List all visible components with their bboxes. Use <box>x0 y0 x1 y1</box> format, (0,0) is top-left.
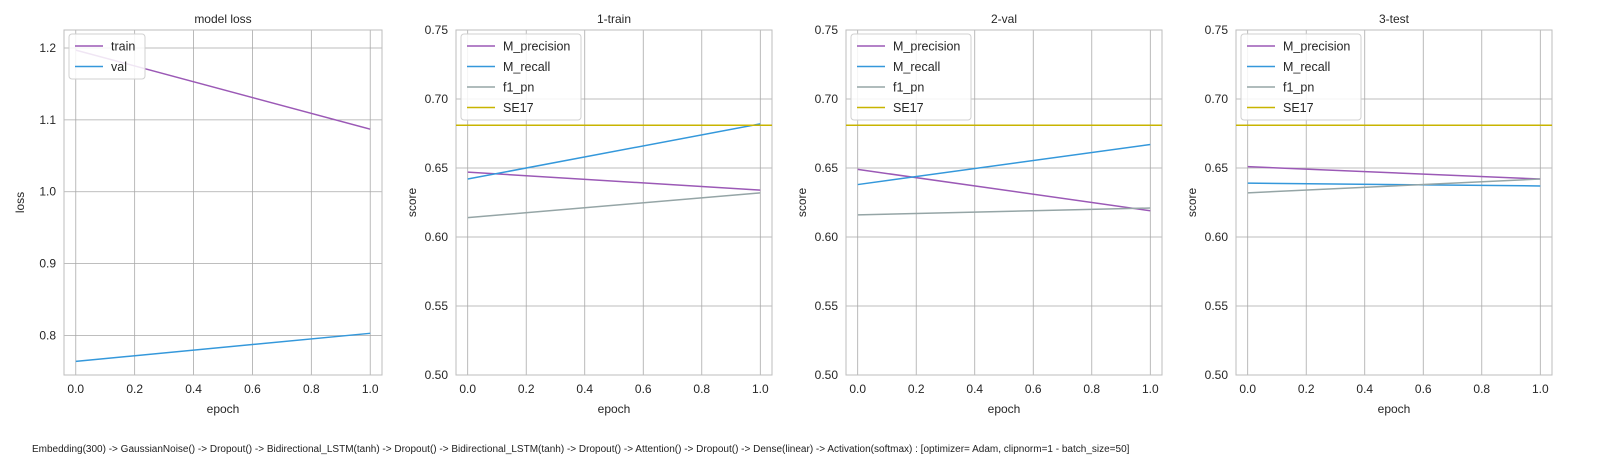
y-tick-label: 0.70 <box>425 92 449 106</box>
x-axis-label: epoch <box>598 402 631 416</box>
x-tick-label: 1.0 <box>1532 382 1549 396</box>
x-axis-label: epoch <box>1378 402 1411 416</box>
legend-entry: SE17 <box>893 101 924 115</box>
series-line-f1-pn <box>857 207 1151 216</box>
x-tick-label: 0.4 <box>576 382 593 396</box>
y-tick-label: 0.60 <box>1205 230 1229 244</box>
chart-title: 2-val <box>991 12 1017 26</box>
plot-frame <box>845 29 1163 376</box>
x-axis-label: epoch <box>988 402 1021 416</box>
x-tick-label: 0.0 <box>1239 382 1256 396</box>
legend-entry: M_precision <box>1283 40 1350 54</box>
series-line-m-precision <box>1247 165 1541 180</box>
series-line-f1-pn <box>467 192 761 219</box>
chart-panel-2: 0.0 0.2 0.4 0.6 0.8 1.0 0.50 0.55 0.60 0.65 0.70 0.… <box>405 12 773 416</box>
y-tick-label: 0.65 <box>815 161 839 175</box>
y-tick-label: 0.9 <box>39 257 56 271</box>
legend <box>850 33 972 121</box>
y-tick-label: 0.50 <box>815 368 839 382</box>
chart-title: 1-train <box>597 12 631 26</box>
legend-entry: f1_pn <box>1283 81 1314 95</box>
chart-panel-4: 0.0 0.2 0.4 0.6 0.8 1.0 0.50 0.55 0.60 0.65 0.70 0.… <box>1185 12 1553 416</box>
legend-entry: SE17 <box>1283 101 1314 115</box>
series-line-m-precision <box>467 171 761 191</box>
legend <box>460 33 582 121</box>
x-tick-label: 0.0 <box>67 382 84 396</box>
x-tick-label: 0.0 <box>459 382 476 396</box>
y-tick-label: 0.60 <box>425 230 449 244</box>
x-tick-label: 1.0 <box>362 382 379 396</box>
x-tick-label: 1.0 <box>1142 382 1159 396</box>
x-tick-label: 0.6 <box>635 382 652 396</box>
y-tick-label: 0.55 <box>815 299 839 313</box>
series-line-m-recall <box>467 123 761 180</box>
legend-entry: M_precision <box>503 40 570 54</box>
plot-frame <box>63 29 383 376</box>
series-line-m-recall <box>857 143 1151 186</box>
legend-entry: M_precision <box>893 40 960 54</box>
plot-frame <box>455 29 773 376</box>
y-axis-label: score <box>1185 188 1199 218</box>
y-tick-label: 1.0 <box>39 185 56 199</box>
chart-title: 3-test <box>1379 12 1410 26</box>
y-tick-label: 1.2 <box>39 41 56 55</box>
x-tick-label: 0.6 <box>1025 382 1042 396</box>
x-tick-label: 0.8 <box>693 382 710 396</box>
y-tick-label: 0.8 <box>39 328 56 342</box>
plot-frame <box>1235 29 1553 376</box>
x-tick-label: 0.8 <box>303 382 320 396</box>
legend-entry: train <box>111 40 135 54</box>
y-tick-label: 0.70 <box>815 92 839 106</box>
y-tick-label: 0.50 <box>1205 368 1229 382</box>
y-tick-label: 0.55 <box>1205 299 1229 313</box>
legend-entry: f1_pn <box>503 81 534 95</box>
y-tick-label: 0.75 <box>1205 23 1229 37</box>
x-tick-label: 0.0 <box>849 382 866 396</box>
x-tick-label: 0.2 <box>1298 382 1315 396</box>
y-tick-label: 0.65 <box>1205 161 1229 175</box>
chart-panel-1: 0.0 0.2 0.4 0.6 0.8 1.0 0.8 0.9 1.0 1.1 1.2 model l… <box>13 12 383 416</box>
legend <box>1240 33 1362 121</box>
legend-entry: val <box>111 60 127 74</box>
figure-caption: Embedding(300) -> GaussianNoise() -> Dro… <box>32 444 1130 455</box>
x-tick-label: 0.2 <box>518 382 535 396</box>
y-tick-label: 0.60 <box>815 230 839 244</box>
y-tick-label: 0.75 <box>425 23 449 37</box>
x-tick-label: 0.4 <box>966 382 983 396</box>
x-tick-label: 0.8 <box>1083 382 1100 396</box>
y-tick-label: 1.1 <box>39 113 56 127</box>
y-tick-label: 0.55 <box>425 299 449 313</box>
y-axis-label: score <box>405 188 419 218</box>
x-tick-label: 1.0 <box>752 382 769 396</box>
legend-entry: f1_pn <box>893 81 924 95</box>
y-tick-label: 0.75 <box>815 23 839 37</box>
x-axis-label: epoch <box>207 402 240 416</box>
y-tick-label: 0.50 <box>425 368 449 382</box>
series-line-f1-pn <box>1247 178 1541 194</box>
legend-entry: M_recall <box>893 60 940 74</box>
x-tick-label: 0.4 <box>185 382 202 396</box>
y-axis-label: score <box>795 188 809 218</box>
x-tick-label: 0.6 <box>244 382 261 396</box>
chart-title: model loss <box>194 12 251 26</box>
series-line-m-precision <box>857 168 1151 212</box>
x-tick-label: 0.6 <box>1415 382 1432 396</box>
series-line-m-recall <box>1247 182 1541 187</box>
y-tick-label: 0.70 <box>1205 92 1229 106</box>
legend-entry: M_recall <box>503 60 550 74</box>
series-line-val <box>75 332 371 363</box>
y-tick-label: 0.65 <box>425 161 449 175</box>
x-tick-label: 0.8 <box>1473 382 1490 396</box>
x-tick-label: 0.2 <box>126 382 143 396</box>
x-tick-label: 0.2 <box>908 382 925 396</box>
x-tick-label: 0.4 <box>1356 382 1373 396</box>
legend-entry: M_recall <box>1283 60 1330 74</box>
legend-entry: SE17 <box>503 101 534 115</box>
y-axis-label: loss <box>13 192 27 213</box>
chart-panel-3: 0.0 0.2 0.4 0.6 0.8 1.0 0.50 0.55 0.60 0.65 0.70 0.… <box>795 12 1163 416</box>
